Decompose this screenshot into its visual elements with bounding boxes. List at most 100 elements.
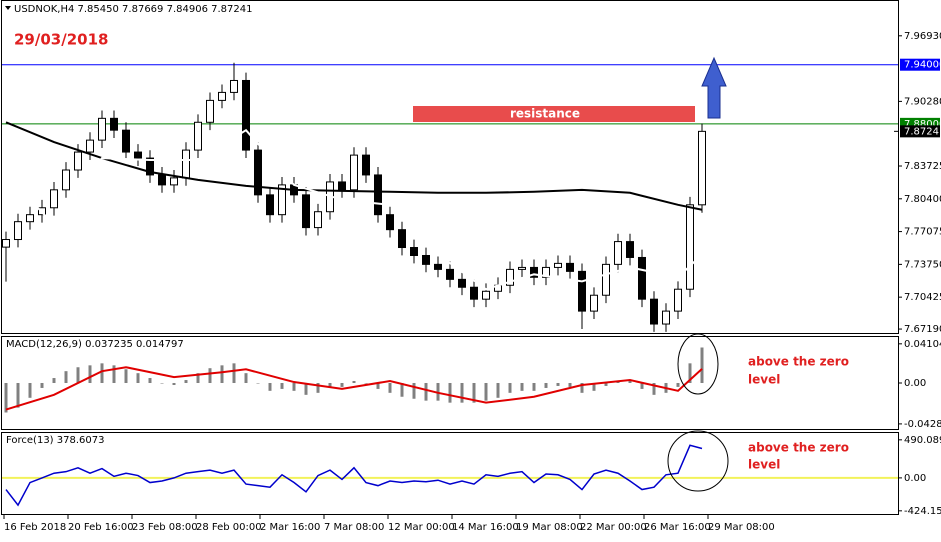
macd-bar — [220, 365, 224, 383]
macd-bar — [652, 383, 656, 395]
x-tick-label: 29 Mar 08:00 — [708, 522, 775, 533]
macd-bar — [556, 383, 560, 386]
macd-bar — [400, 383, 404, 397]
macd-bar — [124, 369, 128, 383]
candle-body — [74, 151, 82, 171]
x-tick-label: 28 Feb 00:00 — [196, 522, 262, 533]
y-tick-label: -424.154 — [904, 506, 941, 517]
candle-body — [146, 157, 154, 176]
candle-body — [218, 91, 226, 101]
up-arrow — [701, 56, 727, 119]
candle-body — [542, 266, 550, 278]
candle-body — [134, 151, 142, 159]
candle-body — [362, 154, 370, 176]
candle-body — [662, 310, 670, 325]
macd-bar — [532, 383, 536, 391]
y-tick-label: 0.041049 — [904, 339, 941, 350]
resistance-label: resistance — [510, 107, 580, 121]
x-tick-label: 23 Feb 08:00 — [132, 522, 198, 533]
candle-body — [194, 121, 202, 151]
macd-bar — [568, 383, 572, 387]
candle-body — [530, 266, 538, 278]
candle-body — [206, 99, 214, 123]
candle-body — [230, 79, 238, 93]
macd-bar — [88, 365, 92, 383]
candle-body — [422, 254, 430, 265]
candle-body — [158, 174, 166, 186]
candle-body — [374, 174, 382, 216]
force-title: Force(13) 378.6073 — [6, 435, 104, 446]
candle-body — [182, 149, 190, 179]
macd-bar — [676, 383, 680, 387]
candle-body — [254, 149, 262, 196]
candle-body — [470, 286, 478, 300]
macd-bar — [340, 383, 344, 387]
macd-bar — [172, 383, 176, 386]
macd-bar — [592, 383, 596, 391]
macd-bar — [4, 383, 8, 413]
macd-bar — [76, 367, 80, 383]
candle-body — [386, 214, 394, 231]
macd-bar — [688, 363, 692, 383]
candle-body — [398, 229, 406, 249]
macd-bar — [376, 383, 380, 389]
x-tick-label: 16 Feb 2018 — [4, 522, 66, 533]
macd-bar — [628, 380, 632, 383]
resistance-box — [413, 106, 695, 122]
macd-bar — [700, 347, 704, 383]
force-panel — [1, 432, 899, 515]
y-tick-label: 7.73750 — [904, 259, 941, 270]
force-annotation: level — [748, 458, 780, 472]
macd-bar — [136, 373, 140, 383]
candle-body — [590, 294, 598, 312]
x-tick-label: 20 Feb 16:00 — [68, 522, 134, 533]
x-tick-label: 12 Mar 00:00 — [388, 522, 455, 533]
candle-body — [338, 181, 346, 191]
candle-body — [14, 221, 22, 241]
macd-bar — [304, 383, 308, 395]
y-tick-label: 7.80400 — [904, 194, 941, 205]
macd-bar — [292, 383, 296, 391]
candle-body — [266, 194, 274, 216]
y-tick-label: 0.00 — [904, 473, 926, 484]
x-tick-label: 14 Mar 16:00 — [452, 522, 519, 533]
candle-body — [686, 204, 694, 290]
candle-body — [554, 262, 562, 268]
candle-body — [698, 130, 706, 206]
y-tick-label: 490.089 — [904, 435, 941, 446]
candle-body — [674, 288, 682, 312]
macd-bar — [508, 383, 512, 393]
force-annotation: above the zero — [748, 441, 849, 455]
x-tick-label: 2 Mar 16:00 — [260, 522, 320, 533]
macd-circle — [677, 333, 719, 395]
macd-bar — [40, 383, 44, 388]
candle-body — [2, 239, 10, 248]
macd-annotation: level — [748, 373, 780, 387]
macd-bar — [316, 383, 320, 393]
level-label: 7.94000 — [904, 60, 941, 71]
y-tick-label: -0.04286 — [904, 419, 941, 430]
macd-bar — [52, 378, 56, 383]
price-title: USDNOK,H4 7.85450 7.87669 7.84906 7.8724… — [14, 4, 252, 15]
macd-bar — [472, 383, 476, 403]
candle-body — [434, 263, 442, 270]
candle-body — [242, 79, 250, 151]
macd-bar — [424, 383, 428, 401]
candle-body — [650, 298, 658, 325]
macd-bar — [64, 371, 68, 383]
macd-bar — [580, 383, 584, 393]
macd-bar — [328, 383, 332, 387]
macd-bar — [184, 380, 188, 383]
macd-bar — [484, 383, 488, 401]
x-tick-label: 26 Mar 16:00 — [644, 522, 711, 533]
macd-bar — [364, 383, 368, 384]
candle-body — [458, 278, 466, 288]
candle-body — [350, 154, 358, 191]
y-tick-label: 0.00 — [904, 378, 926, 389]
candle-body — [122, 129, 130, 153]
macd-bar — [16, 383, 20, 408]
macd-bar — [112, 365, 116, 383]
y-tick-label: 7.67190 — [904, 324, 941, 335]
